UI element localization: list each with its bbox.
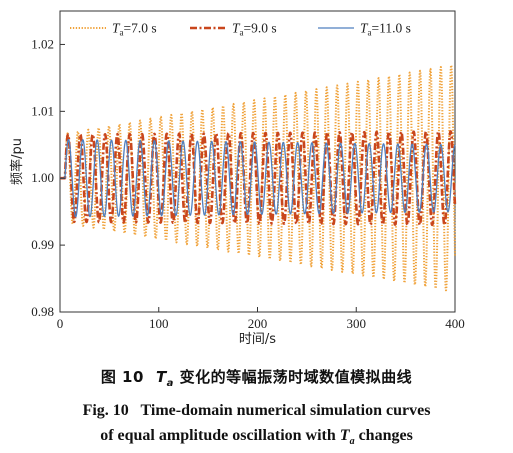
caption-figure-number: 图 10 <box>100 368 144 386</box>
legend-label-3: Ta=11.0 s <box>360 21 411 38</box>
frequency-chart: 0 100 200 300 400 0.98 0.99 1.00 1.01 1.02 时间/s 频率/… <box>9 10 465 347</box>
y-tick-label: 1.02 <box>31 36 54 51</box>
y-tick-label: 1.00 <box>31 170 54 185</box>
y-tick-label: 0.99 <box>31 237 54 252</box>
x-tick-label: 100 <box>149 316 169 331</box>
x-tick-label: 300 <box>347 316 367 331</box>
caption-symbol: Ta <box>155 368 174 389</box>
legend-label-1: Ta=7.0 s <box>112 21 157 38</box>
y-tick-label: 0.98 <box>31 304 54 319</box>
y-axis-title: 频率/pu <box>9 138 25 185</box>
caption-chinese-text: 变化的等幅振荡时域数值模拟曲线 <box>173 368 413 386</box>
x-tick-label: 200 <box>248 316 268 331</box>
x-tick-label: 400 <box>445 316 465 331</box>
x-axis-title: 时间/s <box>239 332 276 347</box>
caption-english-symbol: Ta <box>339 427 355 448</box>
y-tick-label: 1.01 <box>31 103 54 118</box>
series-line-2 <box>58 130 457 227</box>
x-tick-label: 0 <box>57 316 64 331</box>
series-line-3 <box>59 138 456 218</box>
caption-chinese: 图 10 Ta 变化的等幅振荡时域数值模拟曲线 <box>0 366 513 389</box>
caption-english-line2: of equal amplitude oscillation with Ta c… <box>100 427 413 448</box>
legend-label-2: Ta=9.0 s <box>232 21 277 38</box>
caption-english-line1: Fig. 10 Time-domain numerical simulation… <box>82 402 431 419</box>
